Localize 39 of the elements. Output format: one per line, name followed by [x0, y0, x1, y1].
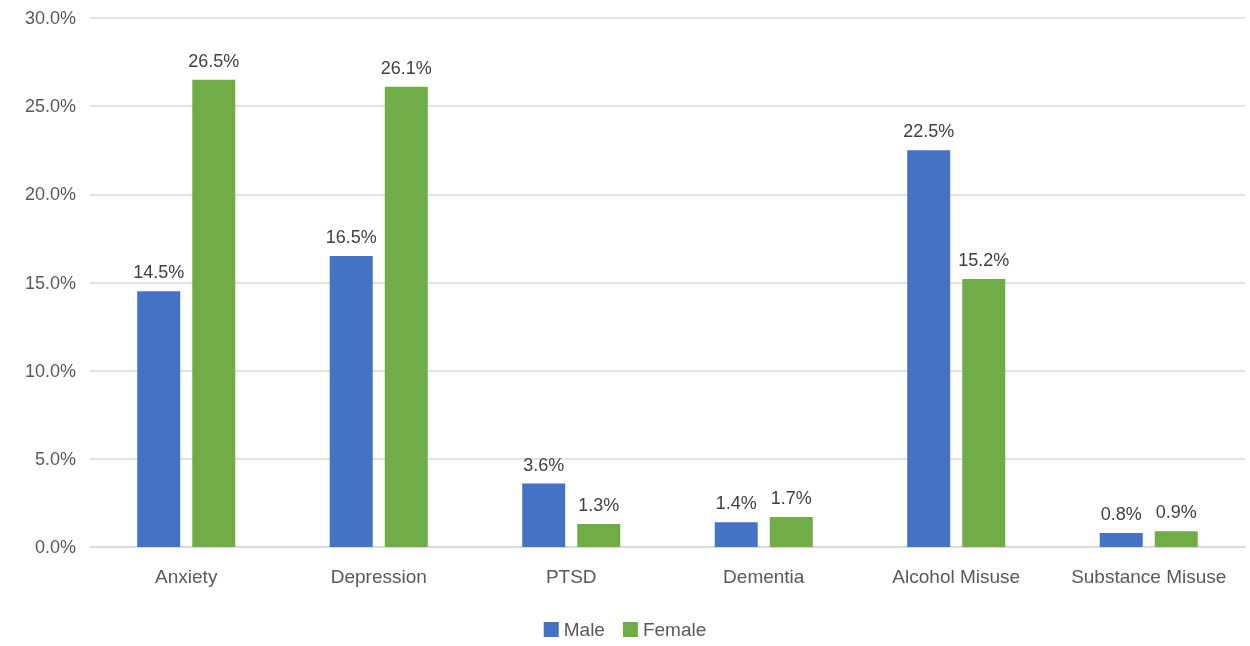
- x-tick-label: Depression: [330, 566, 427, 587]
- y-tick-label: 30.0%: [24, 8, 76, 28]
- y-tick-label: 15.0%: [24, 272, 76, 293]
- bar: [192, 79, 236, 547]
- legend-label: Male: [563, 619, 605, 640]
- bar: [577, 524, 621, 547]
- data-label: 1.4%: [715, 493, 757, 514]
- data-label: 3.6%: [523, 454, 565, 475]
- data-label: 15.2%: [958, 249, 1010, 270]
- legend-label: Female: [642, 619, 707, 640]
- data-label: 26.1%: [380, 57, 432, 78]
- data-label: 22.5%: [903, 121, 955, 142]
- bar: [1154, 531, 1198, 547]
- bar: [1099, 532, 1143, 547]
- y-tick-label: 25.0%: [24, 96, 76, 117]
- x-tick-label: Alcohol Misuse: [892, 566, 1021, 587]
- x-tick-label: Substance Misuse: [1071, 566, 1227, 587]
- data-label: 0.8%: [1100, 503, 1142, 524]
- bar: [137, 291, 181, 547]
- bar: [714, 522, 758, 547]
- data-label: 0.9%: [1155, 502, 1197, 523]
- bar: [384, 86, 428, 547]
- data-label: 16.5%: [325, 227, 377, 248]
- data-label: 26.5%: [188, 50, 240, 71]
- x-tick-label: Dementia: [723, 566, 805, 587]
- y-tick-label: 0.0%: [34, 537, 76, 557]
- bar: [962, 278, 1006, 547]
- x-tick-label: Anxiety: [155, 566, 218, 587]
- bar: [329, 256, 373, 547]
- bar: [907, 150, 951, 547]
- y-tick-label: 20.0%: [24, 184, 76, 205]
- bar: [769, 517, 813, 547]
- data-label: 14.5%: [133, 262, 185, 283]
- data-label: 1.7%: [770, 488, 812, 509]
- x-tick-label: PTSD: [545, 566, 597, 587]
- data-label: 1.3%: [578, 495, 620, 516]
- bar: [522, 483, 566, 547]
- y-tick-label: 10.0%: [24, 360, 76, 381]
- y-tick-label: 5.0%: [34, 448, 76, 469]
